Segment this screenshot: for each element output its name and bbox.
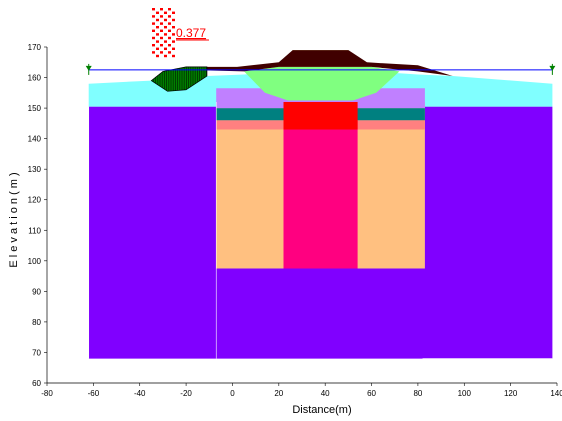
fos-grid-dot — [164, 54, 167, 58]
x-tick-label: 60 — [367, 389, 376, 398]
x-tick-label: 100 — [458, 389, 472, 398]
factor-of-safety-label: 0.377 — [176, 26, 206, 40]
y-tick-label: 90 — [32, 287, 41, 296]
y-tick-label: 150 — [28, 104, 42, 113]
fos-grid-dot — [164, 26, 167, 29]
fos-grid-dot — [152, 51, 155, 54]
fos-grid-dot — [164, 33, 167, 36]
fos-grid-dot — [160, 29, 163, 32]
fos-grid-dot — [168, 8, 171, 11]
fos-grid-dot — [172, 11, 175, 14]
fos-grid-dot — [164, 18, 167, 22]
fos-grid-dot — [172, 26, 175, 29]
fos-grid-dot — [152, 15, 155, 18]
fos-grid-dot — [160, 36, 163, 40]
y-tick-label: 120 — [28, 196, 42, 205]
fos-grid-dot — [160, 44, 163, 47]
y-tick-label: 170 — [28, 43, 42, 52]
fos-grid-dot — [156, 26, 159, 29]
y-tick-label: 130 — [28, 165, 42, 174]
x-tick-label: 0 — [230, 389, 235, 398]
fos-grid-dot — [164, 47, 167, 50]
fos-grid-dot — [160, 22, 163, 25]
fos-grid-dot — [172, 54, 175, 58]
slip-outline — [150, 66, 208, 92]
x-tick-label: -60 — [88, 389, 100, 398]
fos-grid-dot — [156, 11, 159, 14]
x-tick-label: 40 — [321, 389, 330, 398]
fos-grid-dot — [152, 36, 155, 40]
x-tick-label: -80 — [41, 389, 53, 398]
x-tick-label: -40 — [134, 389, 146, 398]
fos-grid-dot — [152, 22, 155, 25]
fos-grid-dot — [172, 33, 175, 36]
fos-grid-dot — [156, 40, 159, 43]
y-axis-title: E l e v a t i o n ( m ) — [8, 172, 20, 267]
y-tick-label: 80 — [32, 318, 41, 327]
fos-grid-dot — [152, 44, 155, 47]
y-tick-label: 110 — [28, 226, 41, 235]
x-tick-label: 140 — [550, 389, 562, 398]
fos-grid-dot — [168, 36, 171, 40]
fos-grid-dot — [156, 47, 159, 50]
x-tick-label: 20 — [274, 389, 283, 398]
fos-grid-dot — [152, 8, 155, 11]
y-tick-label: 70 — [32, 348, 41, 357]
y-tick-label: 100 — [28, 257, 42, 266]
fos-grid-dot — [168, 51, 171, 54]
x-tick-label: 80 — [413, 389, 422, 398]
fos-grid-dot — [160, 51, 163, 54]
fos-grid-dot — [172, 47, 175, 50]
x-axis-title: Distance(m) — [292, 404, 351, 416]
fos-grid-dot — [156, 33, 159, 36]
fos-grid-dot — [168, 29, 171, 32]
y-tick-label: 60 — [32, 379, 41, 388]
plot-area — [85, 8, 556, 359]
y-tick-label: 160 — [28, 74, 42, 83]
fos-grid-dot — [172, 18, 175, 22]
fos-grid-dot — [160, 15, 163, 18]
axis-ticks: -80 -60 -40 -20 0 20 40 60 80 100 120 140 60 70 80 90 10… — [28, 43, 562, 398]
region-red-block — [283, 102, 358, 130]
fos-grid-dot — [160, 8, 163, 11]
fos-grid-dot — [152, 29, 155, 32]
fos-grid-dot — [164, 40, 167, 43]
fos-grid-dot — [156, 18, 159, 22]
region-central-column — [283, 120, 358, 269]
fos-grid-dot — [168, 22, 171, 25]
region-embankment-green — [244, 66, 400, 101]
y-tick-label: 140 — [28, 135, 42, 144]
fos-grid-dot — [168, 15, 171, 18]
fos-grid-dot — [156, 54, 159, 58]
x-tick-label: 120 — [504, 389, 518, 398]
fos-grid-dot — [164, 11, 167, 14]
fos-grid-dot — [172, 40, 175, 43]
fos-grid-dot — [168, 44, 171, 47]
x-tick-label: -20 — [180, 389, 192, 398]
